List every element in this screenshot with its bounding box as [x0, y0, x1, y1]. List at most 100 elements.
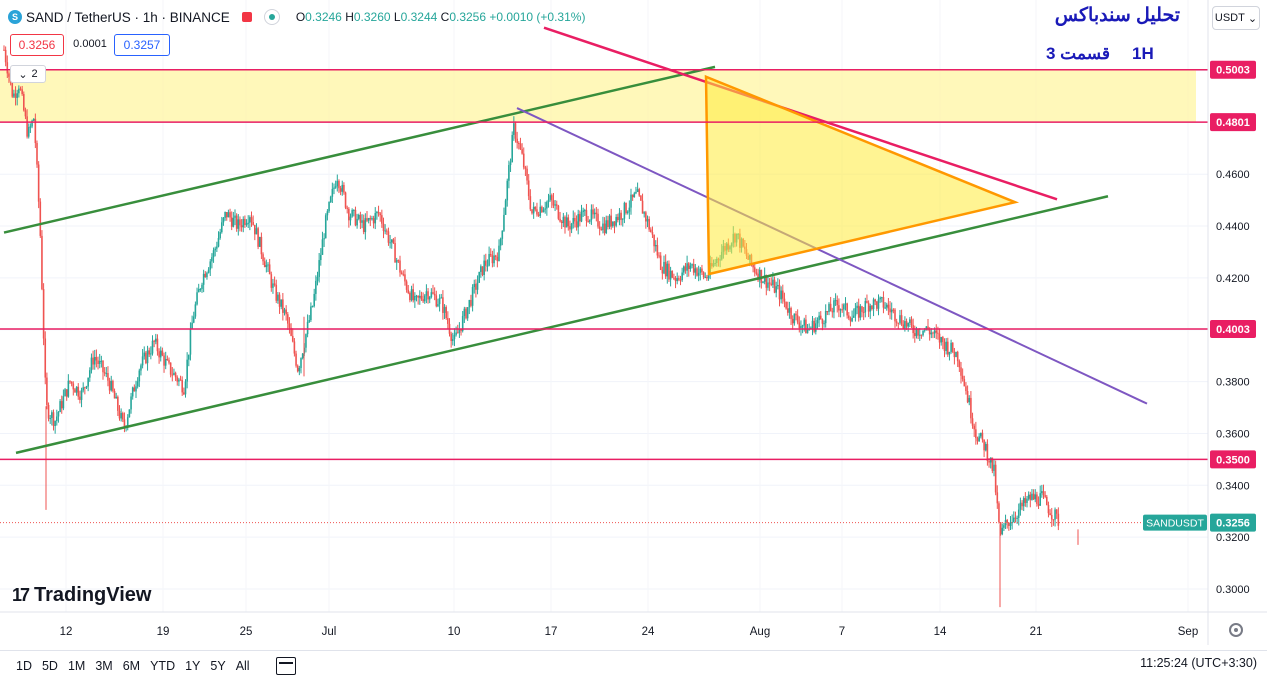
- candle-body: [910, 319, 913, 326]
- symbol-title[interactable]: SAND / TetherUS · 1h · BINANCE: [26, 9, 230, 25]
- candle-body: [996, 492, 999, 504]
- candle-body: [204, 273, 207, 278]
- candle-body: [617, 217, 619, 221]
- candle-body: [344, 192, 347, 208]
- candle-body: [428, 297, 431, 300]
- candle-body: [455, 332, 457, 335]
- candle-body: [978, 436, 980, 442]
- candle-body: [768, 282, 771, 284]
- candle-body: [608, 215, 611, 227]
- candle-body: [410, 289, 413, 301]
- candle-body: [579, 214, 581, 222]
- sell-button[interactable]: 0.3256: [10, 34, 64, 56]
- candle-body: [592, 209, 594, 215]
- candle-body: [159, 350, 162, 358]
- candle-body: [34, 118, 37, 144]
- candle-body: [684, 266, 687, 271]
- candle-body: [471, 287, 474, 306]
- time-axis: 12 19 25 Jul 10 17 24 Aug 7 14 21 Sep: [0, 611, 1267, 638]
- candle-body: [84, 387, 86, 389]
- range-1y[interactable]: 1Y: [185, 659, 201, 673]
- candle-body: [536, 209, 538, 215]
- candle-body: [392, 239, 395, 244]
- candle-body: [496, 256, 499, 261]
- candle-body: [372, 218, 375, 224]
- range-all[interactable]: All: [235, 659, 250, 673]
- candle-body: [460, 329, 462, 332]
- candle-body: [950, 342, 952, 352]
- candle-body: [666, 263, 669, 277]
- clock[interactable]: 11:25:24 (UTC+3:30): [1140, 656, 1257, 670]
- candle-body: [786, 308, 789, 313]
- range-ytd[interactable]: YTD: [150, 659, 176, 673]
- candle-body: [552, 200, 555, 206]
- time-tick-label: 7: [839, 626, 845, 638]
- candle-body: [938, 333, 941, 343]
- candle-body: [430, 292, 433, 298]
- candle-body: [331, 188, 334, 197]
- candle-body: [932, 332, 934, 334]
- candle-body: [961, 375, 964, 380]
- candle-body: [115, 396, 117, 399]
- candle-body: [834, 300, 837, 302]
- candle-body: [758, 269, 761, 281]
- candle-body: [234, 215, 236, 218]
- range-1m[interactable]: 1M: [67, 659, 86, 673]
- time-tick-label: 14: [934, 626, 947, 638]
- candle-body: [217, 238, 220, 247]
- level-tag: [1210, 60, 1256, 79]
- candle-body: [572, 217, 575, 224]
- candle-body: [928, 329, 931, 335]
- range-1d[interactable]: 1D: [16, 659, 32, 673]
- range-5d[interactable]: 5D: [41, 659, 58, 673]
- candle-body: [557, 205, 560, 219]
- candle-body: [277, 294, 279, 301]
- candle-body: [354, 209, 357, 226]
- gear-icon[interactable]: [1229, 623, 1243, 637]
- candle-body: [620, 212, 622, 220]
- candle-body: [420, 295, 423, 300]
- candle-body: [567, 217, 570, 227]
- candle-body: [597, 213, 599, 227]
- candle-body: [1017, 509, 1020, 518]
- candle-body: [653, 234, 655, 247]
- candle-body: [334, 186, 337, 188]
- tradingview-logo[interactable]: 17 TradingView: [12, 584, 152, 606]
- candle-body: [565, 217, 568, 228]
- buy-button[interactable]: 0.3257: [114, 34, 170, 56]
- candle-body: [602, 223, 604, 231]
- candle-body: [476, 282, 479, 290]
- indicators-toggle[interactable]: ⌄ 2: [10, 65, 46, 83]
- candle-body: [623, 202, 626, 219]
- candle-body: [49, 418, 51, 420]
- market-status-icon[interactable]: [263, 9, 280, 25]
- candle-body: [18, 88, 20, 94]
- currency-button[interactable]: USDT ⌄: [1212, 6, 1260, 30]
- candle-body: [933, 330, 936, 334]
- candle-body: [442, 297, 444, 313]
- calendar-icon[interactable]: [275, 657, 296, 675]
- candle-body: [843, 304, 845, 310]
- candle-body: [118, 410, 121, 419]
- symbol-header[interactable]: S SAND / TetherUS · 1h · BINANCE O0.3246…: [8, 6, 585, 28]
- candle-body: [610, 215, 612, 227]
- candle-body: [493, 255, 495, 264]
- ohlc-values: O0.3246 H0.3260 L0.3244 C0.3256 +0.0010 …: [295, 10, 586, 24]
- candle-body: [899, 315, 901, 323]
- range-5y[interactable]: 5Y: [210, 659, 226, 673]
- level-tag-label: 0.4003: [1216, 324, 1250, 336]
- range-3m[interactable]: 3M: [95, 659, 113, 673]
- candle-body: [145, 352, 147, 364]
- candle-body: [676, 278, 678, 282]
- range-6m[interactable]: 6M: [122, 659, 141, 673]
- candle-body: [324, 215, 327, 239]
- candle-body: [1052, 519, 1055, 521]
- candle-body: [854, 308, 857, 316]
- annotation-title: تحلیل سندباکس: [1054, 5, 1180, 26]
- candle-body: [577, 214, 579, 228]
- candle-body: [580, 212, 583, 222]
- flag-icon[interactable]: [241, 12, 252, 22]
- candle-body: [871, 305, 873, 310]
- candle-body: [357, 214, 360, 219]
